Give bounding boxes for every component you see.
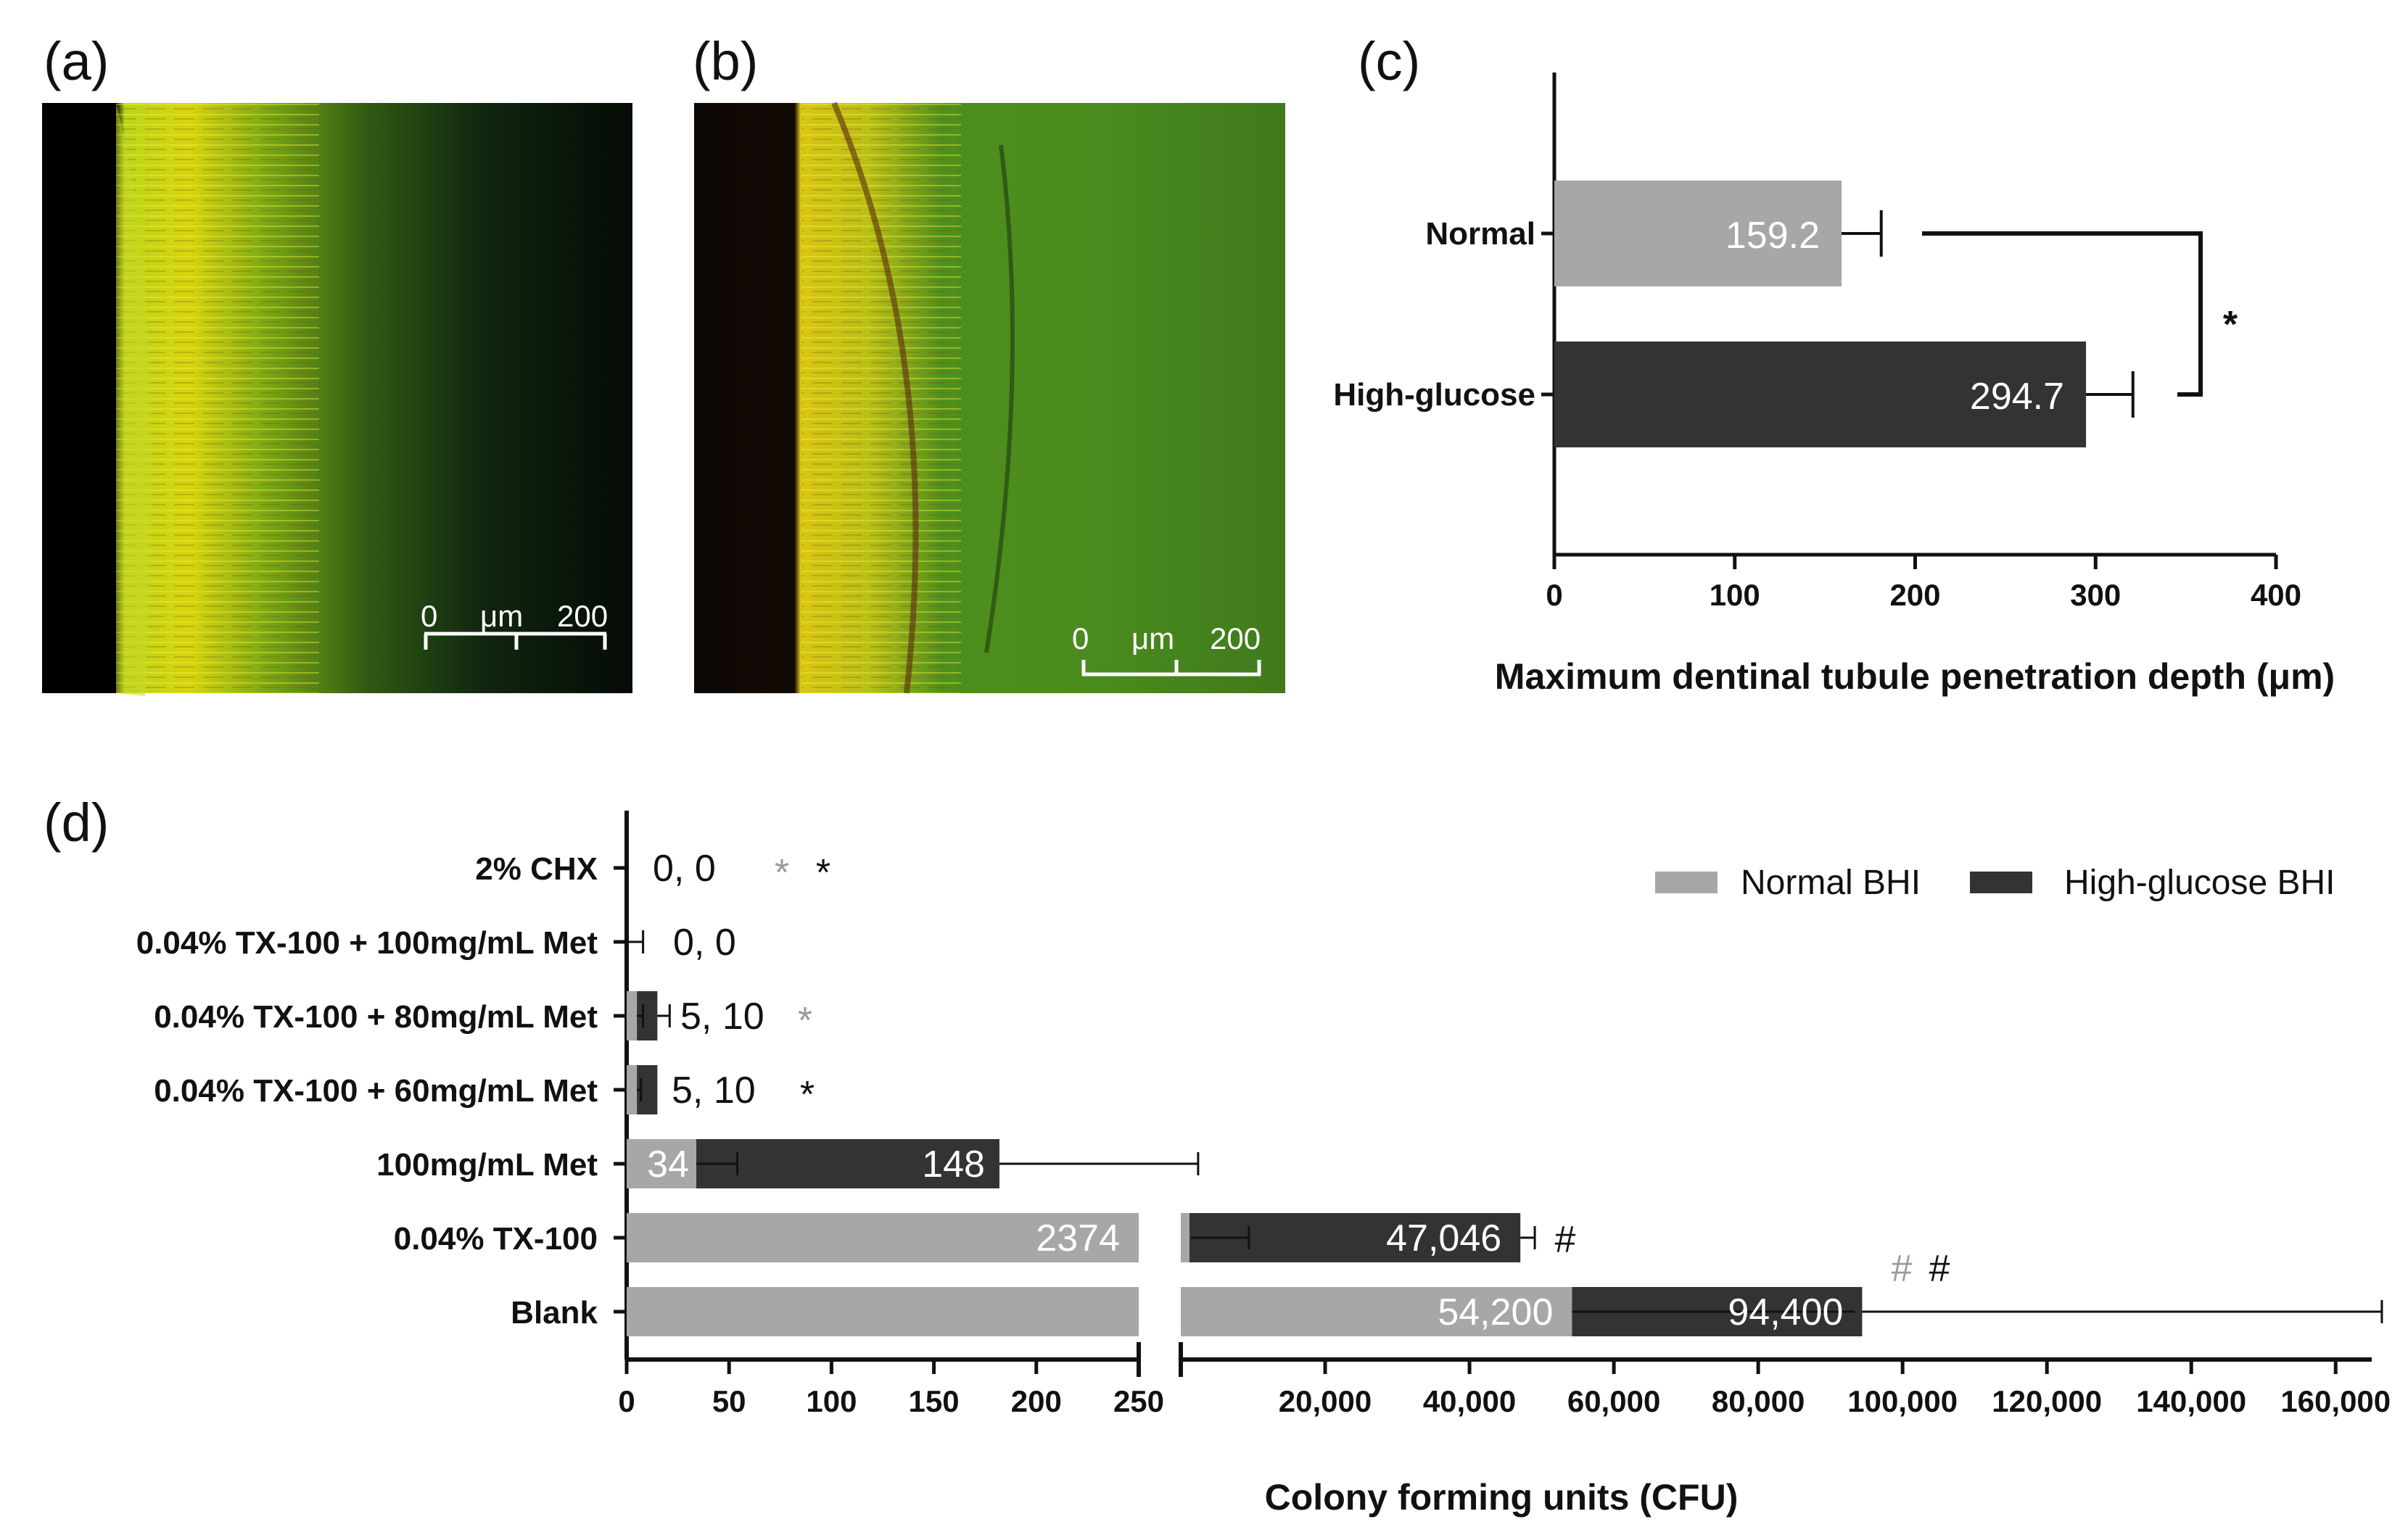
c-x-axis-title: Maximum dentinal tubule penetration dept… [1495,656,2335,697]
d-bar-label: 0, 0 [673,922,736,964]
micrograph-b: 0 μm 200 [694,102,1285,694]
d-bar-normal-continued [1181,1287,1572,1336]
scalebar-b-unit: μm [1131,621,1174,655]
d-significance-star: * [775,852,789,894]
panel-label-b: (b) [693,31,758,91]
d-legend-label-high: High-glucose BHI [2064,864,2335,902]
d-bar-normal [627,1213,1139,1262]
d-category-label: 100mg/mL Met [376,1147,598,1183]
d-significance-star: * [800,1074,815,1116]
panel-label-d: (d) [44,793,109,853]
scalebar-a-end: 200 [557,599,608,633]
d-inbar-label-high: 148 [922,1143,985,1186]
d-bar-label: 0, 0 [653,848,716,890]
c-bar [1554,342,2087,447]
d-x-tick-label-low: 100 [806,1384,857,1418]
d-inbar-label-high: 47,046 [1386,1217,1501,1259]
d-inbar-label-high: 94,400 [1728,1291,1843,1333]
scalebar-b-end: 200 [1210,621,1261,655]
d-x-tick-label-high: 60,000 [1567,1384,1660,1418]
d-bar-normal [627,1139,697,1188]
d-x-tick-label-high: 40,000 [1423,1384,1516,1418]
d-x-tick-label-low: 50 [712,1384,746,1418]
d-bar-normal [627,1065,638,1114]
d-x-tick-label-low: 200 [1011,1384,1062,1418]
d-x-axis-title: Colony forming units (CFU) [1265,1477,1739,1518]
d-category-label: 0.04% TX-100 + 80mg/mL Met [154,999,598,1035]
d-x-tick-label-low: 150 [909,1384,960,1418]
c-category-label: Normal [1425,216,1535,252]
d-inbar-label-normal: 54,200 [1438,1291,1553,1333]
d-x-tick-label-low: 250 [1113,1384,1164,1418]
d-category-label: 2% CHX [475,851,598,887]
micrograph-a: 0 μm 200 [42,103,632,696]
d-x-tick-label-high: 20,000 [1279,1384,1372,1418]
d-x-tick-label-high: 80,000 [1712,1384,1805,1418]
d-bar-high [696,1139,999,1188]
d-category-label: 0.04% TX-100 [394,1221,598,1257]
c-bar [1554,181,1842,286]
d-category-label: Blank [511,1295,598,1331]
c-value-label: 159.2 [1725,215,1820,257]
panel-label-c: (c) [1358,31,1420,91]
d-bar-normal [627,991,638,1040]
c-significance-star: * [2223,304,2238,346]
chart-c: 0 100 200 300 400 Normal 159.2 High-glucose 294.… [1333,73,2335,697]
d-significance-hash: # [1929,1248,1950,1290]
chart-d: 0 50 100 150 200 250 20,000 40,000 60,000 80,000 1… [136,811,2391,1518]
c-x-tick-label: 400 [2251,578,2301,612]
d-inbar-label-normal: 34 [647,1143,689,1186]
scalebar-a-unit: μm [480,599,523,633]
d-significance-hash: # [1555,1219,1576,1261]
c-x-tick-label: 200 [1889,578,1940,612]
d-x-tick-label-high: 140,000 [2136,1384,2246,1418]
d-x-tick-label-low: 0 [618,1384,635,1418]
d-significance-star: * [798,1000,812,1042]
d-significance-hash: # [1892,1248,1913,1290]
scalebar-b-start: 0 [1072,621,1089,655]
c-significance-bracket [1922,231,2203,397]
d-x-tick-label-high: 120,000 [1992,1384,2102,1418]
d-x-tick-label-high: 100,000 [1847,1384,1958,1418]
c-x-tick-label: 300 [2070,578,2121,612]
d-significance-star: * [816,852,830,894]
panel-label-a: (a) [44,31,109,91]
d-bar-label: 5, 10 [680,996,764,1038]
d-legend-swatch-high [1970,872,2032,893]
c-x-tick-label: 0 [1546,578,1562,612]
d-legend-label-normal: Normal BHI [1741,864,1921,902]
d-x-tick-label-high: 160,000 [2280,1384,2391,1418]
d-inbar-label-normal: 2374 [1036,1217,1120,1259]
c-x-tick-label: 100 [1710,578,1760,612]
scalebar-a-start: 0 [421,599,437,633]
d-legend-swatch-normal [1655,872,1718,893]
d-category-label: 0.04% TX-100 + 60mg/mL Met [154,1073,598,1109]
d-bar-label: 5, 10 [672,1069,756,1112]
d-bar-normal-continued [1181,1213,1189,1262]
c-category-label: High-glucose [1333,377,1535,413]
d-bar-normal [627,1287,1139,1336]
d-category-label: 0.04% TX-100 + 100mg/mL Met [136,925,598,961]
c-value-label: 294.7 [1970,376,2064,418]
